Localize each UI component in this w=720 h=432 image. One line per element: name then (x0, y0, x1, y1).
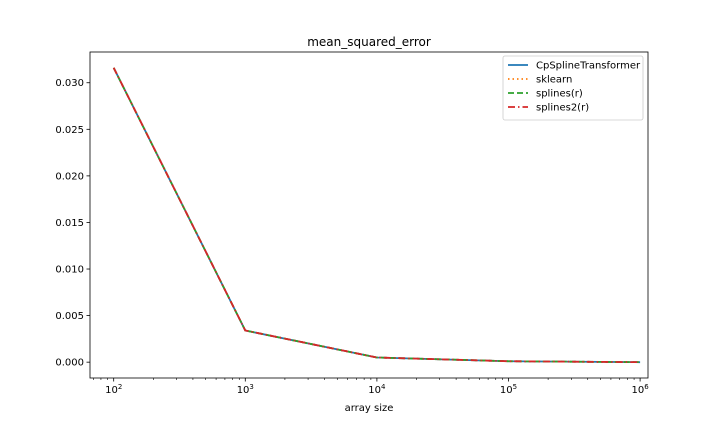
chart-title: mean_squared_error (307, 35, 431, 49)
legend-label: splines(r) (536, 89, 583, 100)
legend-label: splines2(r) (536, 103, 589, 114)
y-tick-label: 0.025 (55, 125, 84, 136)
y-tick-label: 0.010 (55, 265, 84, 276)
plot-area (89, 51, 649, 379)
x-tick-exponent: 2 (118, 383, 122, 391)
x-tick-base: 10 (368, 385, 381, 396)
y-tick-label: 0.005 (55, 311, 84, 322)
x-tick-label: 106 (632, 383, 650, 396)
x-tick-label: 105 (500, 383, 517, 396)
x-tick-base: 10 (105, 385, 118, 396)
x-tick-base: 10 (632, 385, 645, 396)
x-tick-base: 10 (237, 385, 250, 396)
series-layer (112, 67, 641, 364)
x-tick-label: 102 (105, 383, 122, 396)
x-tick-label: 104 (368, 383, 386, 396)
x-axis-label: array size (345, 403, 394, 414)
x-tick-exponent: 4 (381, 383, 386, 391)
y-axis: 0.000 0.005 0.010 0.015 0.020 0.025 0.030 (55, 78, 90, 369)
x-tick-exponent: 3 (249, 383, 253, 391)
y-tick-label: 0.000 (55, 358, 84, 369)
legend-label: sklearn (536, 75, 572, 86)
x-tick-exponent: 6 (644, 383, 649, 391)
x-axis: 102 103 104 105 106 (93, 378, 649, 396)
y-tick-label: 0.030 (55, 78, 84, 89)
x-tick-label: 103 (237, 383, 254, 396)
legend-label: CpSplineTransformer (536, 61, 641, 72)
x-tick-exponent: 5 (513, 383, 517, 391)
axes-frame (89, 51, 649, 379)
y-tick-label: 0.015 (55, 218, 84, 229)
x-tick-base: 10 (500, 385, 513, 396)
y-tick-label: 0.020 (55, 171, 84, 182)
legend-box (502, 55, 644, 121)
series-line-3 (112, 67, 641, 364)
legend: CpSplineTransformer sklearn splines(r) spli… (502, 55, 644, 121)
